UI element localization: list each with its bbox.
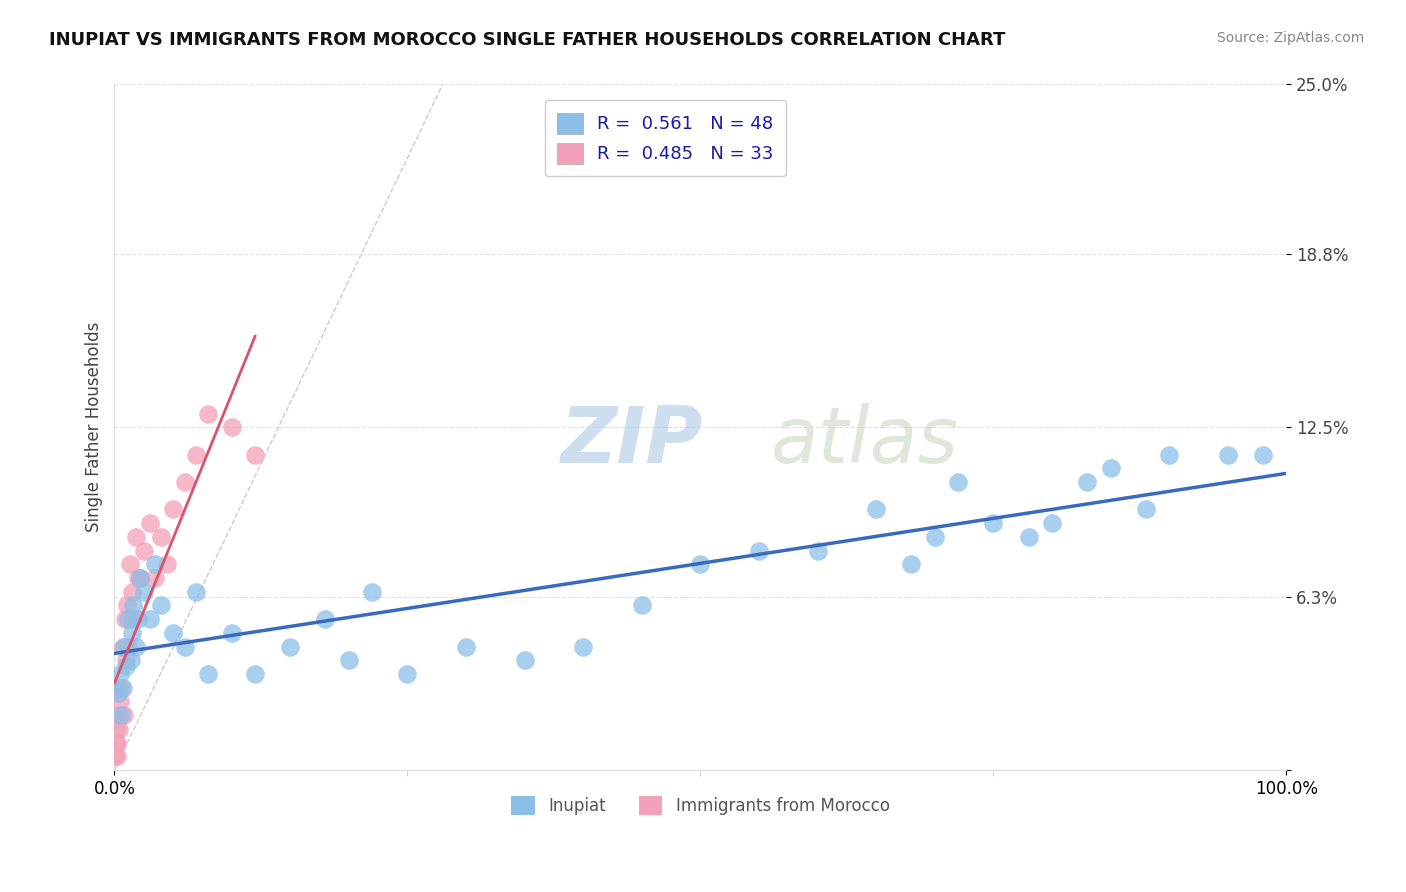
Point (197, 407, 219, 421)
Point (197, 667, 219, 681)
Point (105, 749, 128, 764)
Point (1040, 516, 1063, 531)
Point (221, 626, 243, 640)
Point (105, 735, 128, 749)
Point (107, 708, 129, 723)
Point (1216, 448, 1239, 462)
Point (145, 558, 167, 572)
Point (105, 722, 128, 736)
Point (1076, 475, 1098, 489)
Point (807, 543, 830, 558)
Point (361, 584, 384, 599)
Point (278, 640, 301, 654)
Point (138, 612, 160, 626)
Point (900, 558, 922, 572)
Point (162, 626, 184, 640)
Point (127, 612, 149, 626)
Point (115, 653, 138, 667)
Point (150, 530, 173, 544)
Point (314, 612, 336, 626)
Point (124, 640, 146, 654)
Point (124, 530, 146, 544)
Point (572, 640, 595, 654)
Point (243, 448, 266, 462)
Point (173, 640, 195, 654)
Text: INUPIAT VS IMMIGRANTS FROM MOROCCO SINGLE FATHER HOUSEHOLDS CORRELATION CHART: INUPIAT VS IMMIGRANTS FROM MOROCCO SINGL… (49, 31, 1005, 49)
Point (337, 653, 360, 667)
Point (1159, 448, 1181, 462)
Point (121, 626, 143, 640)
Point (924, 530, 946, 544)
Point (948, 475, 970, 489)
Point (122, 612, 145, 626)
Point (132, 543, 155, 558)
Point (983, 516, 1005, 531)
Point (748, 543, 770, 558)
Point (118, 558, 141, 572)
Point (221, 420, 243, 434)
Point (630, 599, 652, 613)
Point (1251, 448, 1274, 462)
Point (111, 640, 134, 654)
Point (138, 516, 160, 531)
Legend: Inupiat, Immigrants from Morocco: Inupiat, Immigrants from Morocco (503, 788, 898, 823)
Point (122, 599, 145, 613)
Point (162, 502, 184, 516)
Text: Source: ZipAtlas.com: Source: ZipAtlas.com (1216, 31, 1364, 45)
Point (111, 681, 134, 695)
Point (186, 448, 208, 462)
Point (107, 686, 129, 700)
Point (104, 735, 127, 749)
Point (112, 640, 135, 654)
Point (1018, 530, 1040, 544)
Point (1135, 502, 1157, 516)
Point (127, 571, 149, 585)
Point (117, 599, 139, 613)
Point (454, 640, 477, 654)
Point (396, 667, 419, 681)
Point (132, 584, 155, 599)
Point (108, 722, 131, 736)
Point (129, 571, 152, 585)
Point (150, 599, 173, 613)
Point (129, 571, 152, 585)
Point (112, 708, 135, 723)
Point (117, 640, 139, 654)
Point (865, 502, 887, 516)
Point (104, 749, 127, 764)
Point (110, 694, 132, 708)
Point (186, 584, 208, 599)
Point (110, 681, 132, 695)
Point (121, 584, 143, 599)
Point (689, 558, 711, 572)
Y-axis label: Single Father Households: Single Father Households (86, 322, 103, 533)
Point (110, 667, 132, 681)
Point (107, 681, 129, 695)
Point (110, 708, 132, 723)
Point (173, 475, 195, 489)
Point (115, 658, 138, 673)
Point (145, 571, 167, 585)
Point (1099, 461, 1122, 475)
Point (114, 612, 136, 626)
Point (117, 612, 139, 626)
Point (243, 667, 266, 681)
Text: ZIP: ZIP (560, 403, 702, 479)
Point (156, 558, 179, 572)
Point (513, 653, 536, 667)
Point (120, 653, 142, 667)
Text: atlas: atlas (770, 403, 959, 479)
